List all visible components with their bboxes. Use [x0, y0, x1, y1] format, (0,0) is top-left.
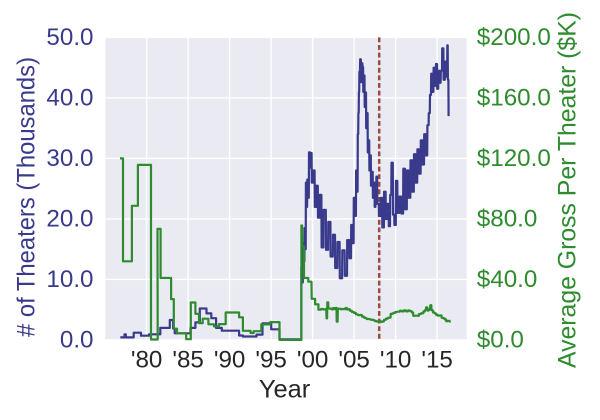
svg-text:'15: '15: [421, 347, 453, 374]
svg-text:10.0: 10.0: [46, 266, 93, 293]
svg-text:$40.0: $40.0: [477, 266, 538, 293]
svg-text:# of Theaters (Thousands): # of Theaters (Thousands): [13, 57, 41, 337]
svg-text:$160.0: $160.0: [477, 85, 551, 112]
svg-text:$120.0: $120.0: [477, 145, 551, 172]
svg-text:'00: '00: [297, 347, 329, 374]
svg-text:0.0: 0.0: [60, 327, 94, 354]
svg-text:$200.0: $200.0: [477, 24, 551, 51]
svg-text:'80: '80: [131, 347, 163, 374]
svg-text:'95: '95: [255, 347, 287, 374]
svg-text:$0.0: $0.0: [477, 327, 524, 354]
svg-text:'90: '90: [214, 347, 246, 374]
svg-text:'85: '85: [172, 347, 204, 374]
svg-text:Average Gross Per Theater ($K): Average Gross Per Theater ($K): [554, 12, 582, 368]
svg-text:30.0: 30.0: [46, 145, 93, 172]
svg-text:20.0: 20.0: [46, 206, 93, 233]
svg-text:'10: '10: [380, 347, 412, 374]
svg-text:50.0: 50.0: [46, 24, 93, 51]
svg-text:Year: Year: [259, 376, 311, 404]
svg-text:40.0: 40.0: [46, 85, 93, 112]
svg-text:'05: '05: [338, 347, 370, 374]
svg-text:$80.0: $80.0: [477, 206, 538, 233]
